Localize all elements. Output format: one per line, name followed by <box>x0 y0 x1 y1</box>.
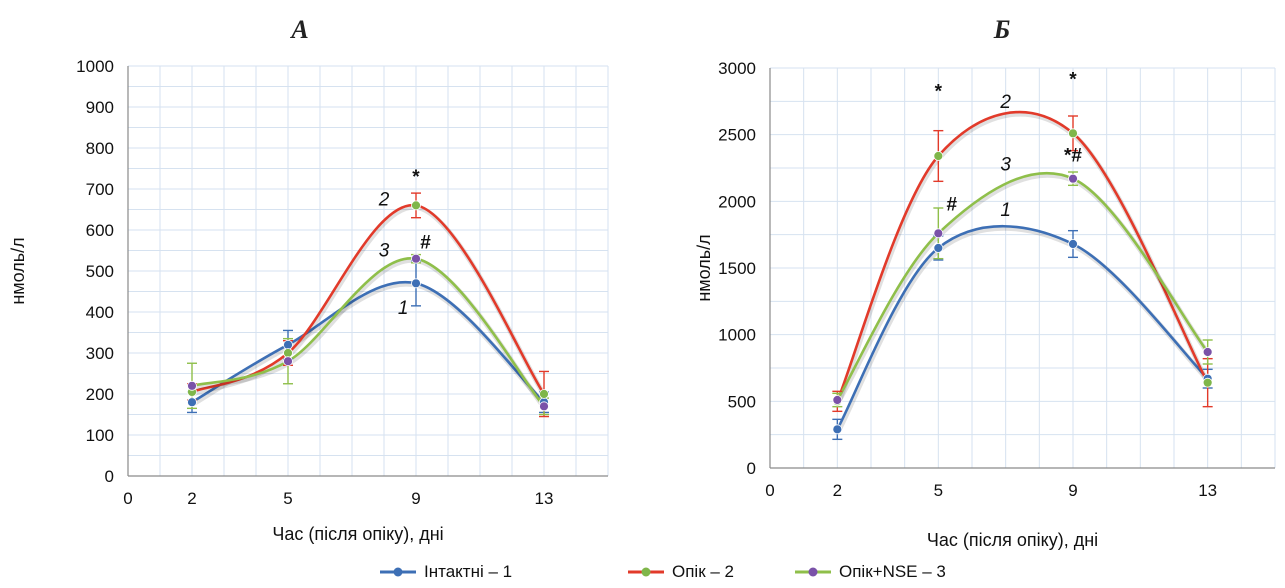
series-number-label: 3 <box>1000 155 1011 176</box>
series-number-label: 3 <box>379 241 390 262</box>
data-point <box>1068 128 1078 139</box>
y-tick-label: 2500 <box>718 126 756 145</box>
series-line <box>191 257 545 408</box>
significance-marker: * <box>1069 69 1077 90</box>
data-point <box>187 397 197 408</box>
x-tick-label: 5 <box>283 489 292 508</box>
y-tick-label: 800 <box>86 139 114 158</box>
legend-marker <box>641 567 651 577</box>
y-tick-label: 500 <box>86 262 114 281</box>
y-axis-label: нмоль/л <box>8 237 28 304</box>
data-point <box>187 380 197 391</box>
y-tick-label: 1000 <box>718 326 756 345</box>
significance-marker: # <box>947 195 958 216</box>
data-point <box>283 356 293 367</box>
y-tick-label: 700 <box>86 180 114 199</box>
data-point <box>411 200 421 211</box>
significance-marker: # <box>420 232 431 253</box>
panel-title: Б <box>993 15 1011 44</box>
data-point <box>283 348 293 358</box>
y-tick-label: 300 <box>86 344 114 363</box>
significance-marker: * <box>935 81 943 102</box>
data-point <box>283 339 293 350</box>
x-tick-label: 13 <box>1198 481 1217 500</box>
x-tick-label: 2 <box>187 489 196 508</box>
series-number-label: 2 <box>999 92 1011 113</box>
series-number-label: 1 <box>1000 200 1011 221</box>
significance-marker: *# <box>1064 145 1082 166</box>
x-tick-label: 13 <box>535 489 554 508</box>
y-tick-label: 200 <box>86 385 114 404</box>
x-tick-label: 2 <box>833 481 842 500</box>
data-point <box>539 389 549 399</box>
chart-legend: Інтактні – 1 Опік – 2 Опік+NSE – 3 <box>380 562 946 581</box>
data-point <box>933 151 944 161</box>
x-axis-label: Час (після опіку), дні <box>272 524 443 544</box>
data-point <box>1068 173 1078 184</box>
series-line <box>836 225 1209 430</box>
data-point <box>933 243 944 253</box>
y-tick-label: 600 <box>86 221 114 240</box>
legend-marker <box>393 567 403 577</box>
series-line-shadow <box>835 111 1211 405</box>
data-point <box>1068 239 1078 249</box>
panel-title: А <box>289 15 308 44</box>
data-point <box>411 278 421 289</box>
data-point <box>1202 377 1213 388</box>
x-tick-label: 9 <box>1068 481 1077 500</box>
legend-label: Опік+NSE – 3 <box>839 562 946 581</box>
y-tick-label: 1500 <box>718 259 756 278</box>
data-point <box>539 401 549 412</box>
y-tick-label: 2000 <box>718 192 756 211</box>
y-tick-label: 400 <box>86 303 114 322</box>
y-axis-label: нмоль/л <box>694 234 714 301</box>
series-number-label: 1 <box>398 298 409 319</box>
y-tick-label: 100 <box>86 426 114 445</box>
y-tick-label: 0 <box>747 459 756 478</box>
x-tick-label: 0 <box>123 489 132 508</box>
x-tick-label: 0 <box>765 481 774 500</box>
series-number-label: 2 <box>378 189 390 210</box>
data-point <box>933 228 944 239</box>
legend-label: Інтактні – 1 <box>424 562 512 581</box>
y-tick-label: 500 <box>728 392 756 411</box>
series-line <box>836 110 1209 402</box>
legend-label: Опік – 2 <box>672 562 734 581</box>
data-point <box>1202 347 1213 357</box>
y-tick-label: 3000 <box>718 59 756 78</box>
x-tick-label: 9 <box>411 489 420 508</box>
series-line <box>191 280 545 404</box>
y-tick-label: 0 <box>105 467 114 486</box>
legend-marker <box>808 567 818 577</box>
x-tick-label: 5 <box>934 481 943 500</box>
data-point <box>411 253 421 264</box>
x-axis-label: Час (після опіку), дні <box>927 530 1098 550</box>
data-point <box>832 395 843 405</box>
y-tick-label: 900 <box>86 98 114 117</box>
data-point <box>832 424 843 435</box>
significance-marker: * <box>412 167 420 188</box>
y-tick-label: 1000 <box>76 57 114 76</box>
series-line <box>836 172 1209 401</box>
